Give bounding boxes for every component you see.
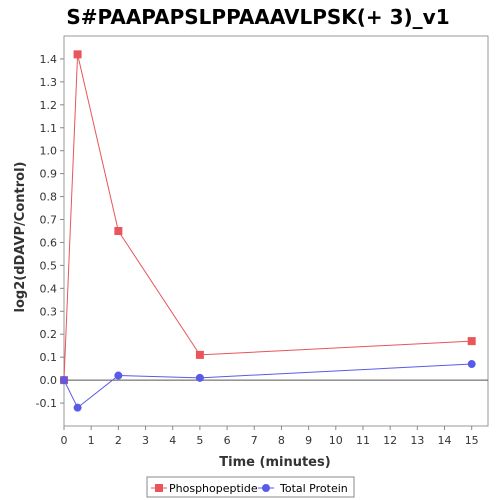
data-point-total-protein xyxy=(73,403,82,412)
plot-frame xyxy=(63,35,489,427)
y-tick-label: 0.1 xyxy=(40,351,58,364)
legend-marker-phosphopeptide xyxy=(155,484,163,492)
y-tick-label: -0.1 xyxy=(36,397,57,410)
x-axis-ticks: 0 1 2 3 4 5 6 7 8 9 10 11 12 13 14 15 xyxy=(61,426,479,447)
legend-item-total-protein: Total Protein xyxy=(258,482,348,495)
y-tick-label: 0.8 xyxy=(40,191,58,204)
data-point-total-protein xyxy=(195,373,204,382)
x-tick-label: 11 xyxy=(356,434,370,447)
legend-marker-total-protein xyxy=(262,484,270,492)
y-tick-label: 0.7 xyxy=(40,214,58,227)
x-tick-label: 2 xyxy=(115,434,122,447)
y-tick-label: 0.4 xyxy=(40,282,58,295)
x-tick-label: 13 xyxy=(410,434,424,447)
y-tick-label: 1.0 xyxy=(40,145,58,158)
y-tick-label: 0.6 xyxy=(40,236,58,249)
y-tick-label: 1.1 xyxy=(40,122,58,135)
data-point-total-protein xyxy=(114,371,123,380)
x-tick-label: 14 xyxy=(438,434,452,447)
x-tick-label: 0 xyxy=(61,434,68,447)
legend-box xyxy=(146,476,355,498)
legend: Phosphopeptide Total Protein xyxy=(146,476,355,498)
y-axis-label: log2(dDAVP/Control) xyxy=(13,162,28,313)
y-tick-label: 0.5 xyxy=(40,259,58,272)
plot-area: -0.1 0.0 0.1 0.2 0.3 0.4 0.5 0.6 0.7 0.8 0.9 1.0 1.1… xyxy=(36,35,489,447)
x-tick-label: 5 xyxy=(196,434,203,447)
y-tick-label: 0.0 xyxy=(40,374,58,387)
x-tick-label: 4 xyxy=(169,434,176,447)
x-tick-label: 7 xyxy=(251,434,258,447)
x-tick-label: 3 xyxy=(142,434,149,447)
y-tick-label: 1.3 xyxy=(40,76,58,89)
x-tick-label: 9 xyxy=(305,434,312,447)
y-tick-label: 1.2 xyxy=(40,99,58,112)
x-tick-label: 8 xyxy=(278,434,285,447)
y-tick-label: 0.3 xyxy=(40,305,58,318)
chart-title: S#PAAPAPSLPPAAAVLPSK(+ 3)_v1 xyxy=(66,5,449,29)
data-point-phosphopeptide xyxy=(467,337,476,346)
y-tick-label: 1.4 xyxy=(40,53,58,66)
y-tick-label: 0.9 xyxy=(40,168,58,181)
x-tick-label: 6 xyxy=(224,434,231,447)
series-layer xyxy=(60,50,476,412)
x-tick-label: 12 xyxy=(383,434,397,447)
data-point-total-protein xyxy=(60,376,68,385)
x-axis-label: Time (minutes) xyxy=(219,455,330,470)
y-tick-label: 0.2 xyxy=(40,328,58,341)
x-tick-label: 10 xyxy=(329,434,343,447)
data-point-phosphopeptide xyxy=(195,350,204,359)
data-point-total-protein xyxy=(467,360,476,369)
x-tick-label: 1 xyxy=(88,434,95,447)
data-point-phosphopeptide xyxy=(73,50,82,59)
legend-label-phosphopeptide: Phosphopeptide xyxy=(169,482,258,495)
legend-item-phosphopeptide: Phosphopeptide xyxy=(151,482,258,495)
y-axis-ticks: -0.1 0.0 0.1 0.2 0.3 0.4 0.5 0.6 0.7 0.8 0.9 1.0 1.1… xyxy=(36,53,64,410)
legend-label-total-protein: Total Protein xyxy=(279,482,348,495)
data-point-phosphopeptide xyxy=(114,227,123,235)
x-tick-label: 15 xyxy=(465,434,479,447)
